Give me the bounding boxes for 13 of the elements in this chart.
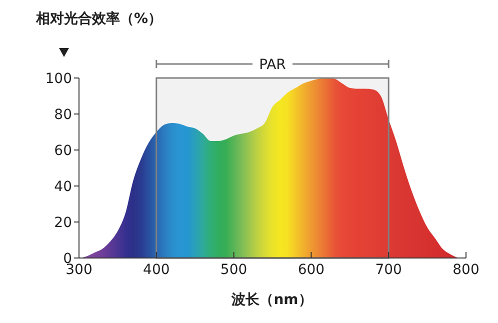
band-label: PAR [259, 57, 286, 73]
x-tick-label: 400 [143, 262, 170, 278]
x-tick-label: 500 [220, 262, 248, 278]
y-tick-label: 80 [54, 106, 72, 123]
x-tick-label: 700 [375, 262, 402, 278]
y-axis-title: 相对光合效率（%） [36, 10, 162, 28]
x-axis-title: 波长（nm） [230, 291, 314, 309]
y-tick-label: 20 [54, 214, 72, 231]
x-tick-label: 600 [298, 262, 325, 278]
y-tick-label: 60 [54, 142, 72, 159]
y-tick-label: 40 [54, 178, 72, 195]
x-tick-label: 800 [452, 262, 480, 278]
y-tick-label: 100 [45, 70, 72, 87]
